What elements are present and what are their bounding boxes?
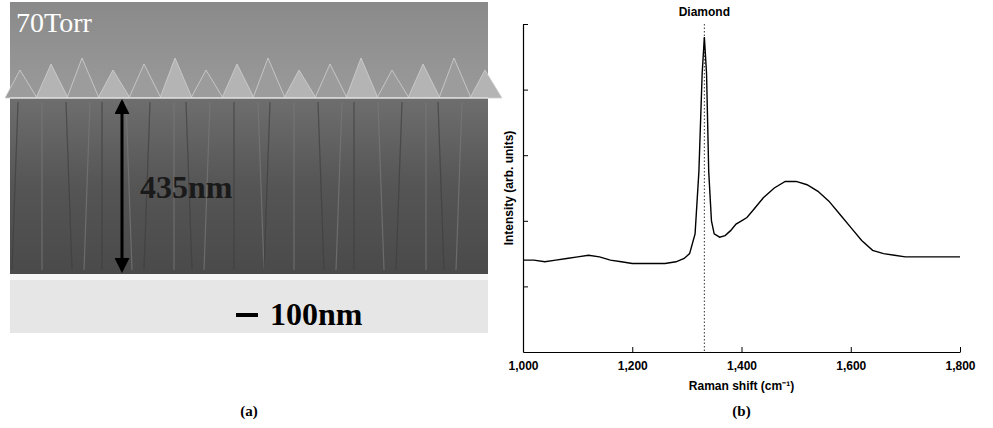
sem-facet — [284, 70, 316, 98]
condition-label: 70Torr — [16, 7, 92, 38]
panel-label: (b) — [732, 403, 750, 420]
y-tick — [523, 286, 528, 287]
sem-background — [10, 2, 488, 98]
sem-substrate — [10, 274, 488, 333]
x-axis-line — [524, 352, 961, 353]
x-tick-label: 1,200 — [618, 359, 648, 373]
sem-grain — [336, 102, 342, 270]
y-tick — [523, 90, 528, 91]
sem-facet — [36, 64, 68, 98]
x-tick: 1,200 — [618, 347, 648, 373]
sem-facet — [346, 58, 378, 98]
sem-grain — [425, 102, 426, 270]
sem-facet — [191, 70, 223, 98]
y-axis-line — [523, 25, 524, 353]
sem-grain — [264, 102, 270, 270]
sem-grain — [456, 102, 462, 270]
x-axis: 1,000 1,200 1,400 1,600 1,800 — [508, 347, 975, 373]
sem-grain — [101, 102, 102, 270]
y-tick-mark — [523, 90, 528, 91]
sem-grain — [66, 102, 72, 270]
sem-grain — [353, 102, 354, 270]
sem-surface-edge — [10, 97, 488, 99]
x-tick-label: 1,800 — [945, 359, 975, 373]
sem-grain — [396, 102, 402, 270]
y-axis-title: Intensity (arb. units) — [502, 131, 516, 246]
sem-film — [10, 98, 488, 274]
sem-facet — [253, 58, 285, 98]
sem-grain — [318, 102, 324, 270]
scale-bar — [236, 313, 258, 317]
x-tick-mark — [960, 347, 961, 352]
x-tick-mark — [851, 347, 852, 352]
y-tick-mark — [523, 286, 528, 287]
sem-facet — [222, 64, 254, 98]
y-tick — [523, 24, 528, 25]
plot-area — [523, 24, 960, 352]
sem-facet — [98, 70, 130, 98]
sem-grain — [438, 102, 444, 270]
sem-facet — [160, 58, 192, 98]
sem-grain — [84, 102, 90, 270]
sem-facet — [5, 70, 37, 98]
image-panel: 70Torr 435nm 100nm — [5, 2, 502, 333]
sem-facet — [377, 70, 409, 98]
annotation-line — [704, 24, 705, 352]
thickness-arrow — [121, 102, 124, 270]
x-tick-mark — [632, 347, 633, 352]
sem-facet — [470, 70, 502, 98]
y-tick-mark — [523, 155, 528, 156]
scale-bar-label: 100nm — [270, 296, 363, 332]
sem-grain — [293, 102, 294, 270]
x-tick-label: 1,000 — [508, 359, 538, 373]
sem-facet — [67, 58, 99, 98]
x-tick: 1,600 — [836, 347, 866, 373]
spectrum-line — [523, 37, 960, 263]
sem-grain — [12, 102, 18, 270]
figure: 70Torr435nm100nm(a)1,0001,2001,4001,6001… — [0, 0, 993, 428]
y-tick-mark — [523, 221, 528, 222]
sem-facet — [408, 64, 440, 98]
y-tick — [523, 155, 528, 156]
x-tick-mark — [742, 347, 743, 352]
sem-facet — [315, 64, 347, 98]
y-axis — [523, 25, 528, 353]
sem-grain — [41, 102, 42, 270]
y-tick — [523, 221, 528, 222]
thickness-label: 435nm — [140, 169, 233, 205]
x-tick-label: 1,600 — [836, 359, 866, 373]
x-tick: 1,800 — [945, 347, 975, 373]
sem-facet — [439, 58, 471, 98]
y-tick-mark — [523, 24, 528, 25]
sem-grain — [378, 102, 384, 270]
sem-grain — [233, 102, 234, 270]
x-tick-label: 1,400 — [727, 359, 757, 373]
panel-label: (a) — [240, 403, 258, 420]
sem-facet — [129, 64, 161, 98]
sem-grain — [126, 102, 132, 270]
x-tick: 1,400 — [727, 347, 757, 373]
sem-substrate-glow — [10, 274, 488, 280]
annotation-label: Diamond — [679, 5, 730, 19]
x-axis-title: Raman shift (cm⁻¹) — [689, 379, 794, 393]
sem-grain — [258, 102, 264, 270]
